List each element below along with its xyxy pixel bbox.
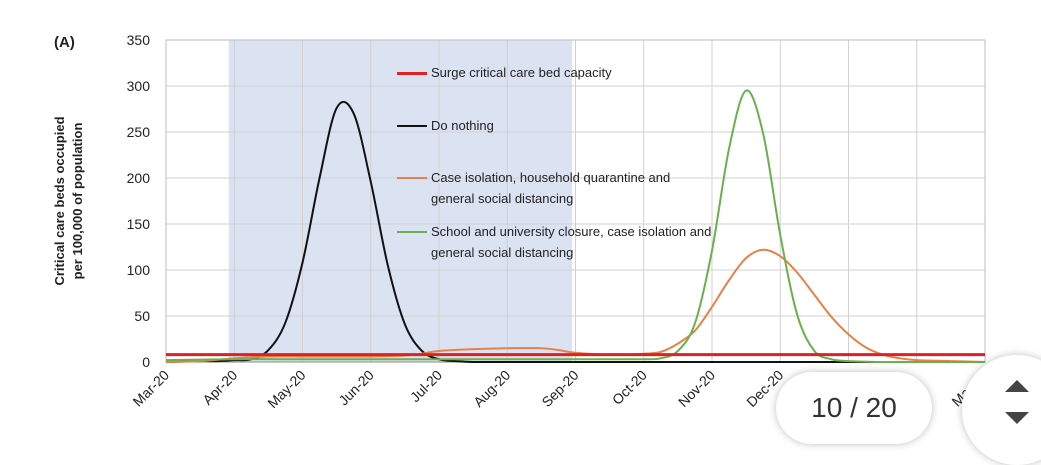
x-tick-label: Jun-20 <box>335 367 377 409</box>
x-tick-label: Mar-20 <box>129 367 172 410</box>
page: {"chart_data": { "type": "line", "panel_… <box>52 32 1029 444</box>
legend-swatch <box>397 72 427 75</box>
series-line <box>165 248 986 363</box>
legend-label: Case isolation, household quarantine and… <box>431 170 671 206</box>
y-tick-label: 100 <box>127 262 151 278</box>
legend-item: Do nothing <box>397 115 717 136</box>
series-line <box>165 89 985 364</box>
legend-swatch <box>397 125 427 127</box>
x-tick-label: May-20 <box>264 367 308 411</box>
y-tick-label: 300 <box>127 78 151 94</box>
legend-label: Do nothing <box>431 118 494 133</box>
y-tick-label: 200 <box>127 170 151 186</box>
y-tick-label: 150 <box>127 216 151 232</box>
x-tick-label: Apr-20 <box>199 367 240 408</box>
legend-label: Surge critical care bed capacity <box>431 65 612 80</box>
chart: (A) Critical care beds occupied per 100,… <box>52 32 991 411</box>
legend-label: School and university closure, case isol… <box>431 224 712 260</box>
y-axis-title-line: per 100,000 of population <box>70 123 85 280</box>
y-tick-label: 0 <box>142 354 150 370</box>
x-tick-label: Sep-20 <box>538 367 581 410</box>
y-tick-label: 350 <box>127 32 151 48</box>
legend-item: School and university closure, case isol… <box>397 221 717 263</box>
x-tick-label: Nov-20 <box>675 367 718 410</box>
x-tick-label: Aug-20 <box>470 367 513 410</box>
y-axis-title-line: Critical care beds occupied <box>52 116 67 285</box>
legend-item: Surge critical care bed capacity <box>397 62 717 83</box>
shaded-region <box>228 40 573 362</box>
legend-swatch <box>397 177 427 179</box>
y-tick-label: 250 <box>127 124 151 140</box>
x-tick-label: Oct-20 <box>609 367 650 408</box>
legend-item: Case isolation, household quarantine and… <box>397 167 717 209</box>
y-axis-title: Critical care beds occupied per 100,000 … <box>52 116 85 285</box>
arrow-up <box>1005 380 1029 392</box>
scroll-arrows <box>1005 380 1029 424</box>
page-indicator[interactable]: 10 / 20 <box>776 372 932 444</box>
arrow-down <box>1005 412 1029 424</box>
panel-label: (A) <box>54 34 75 51</box>
y-tick-label: 50 <box>134 308 150 324</box>
x-tick-label: Jul-20 <box>407 367 445 405</box>
legend-swatch <box>397 231 427 233</box>
